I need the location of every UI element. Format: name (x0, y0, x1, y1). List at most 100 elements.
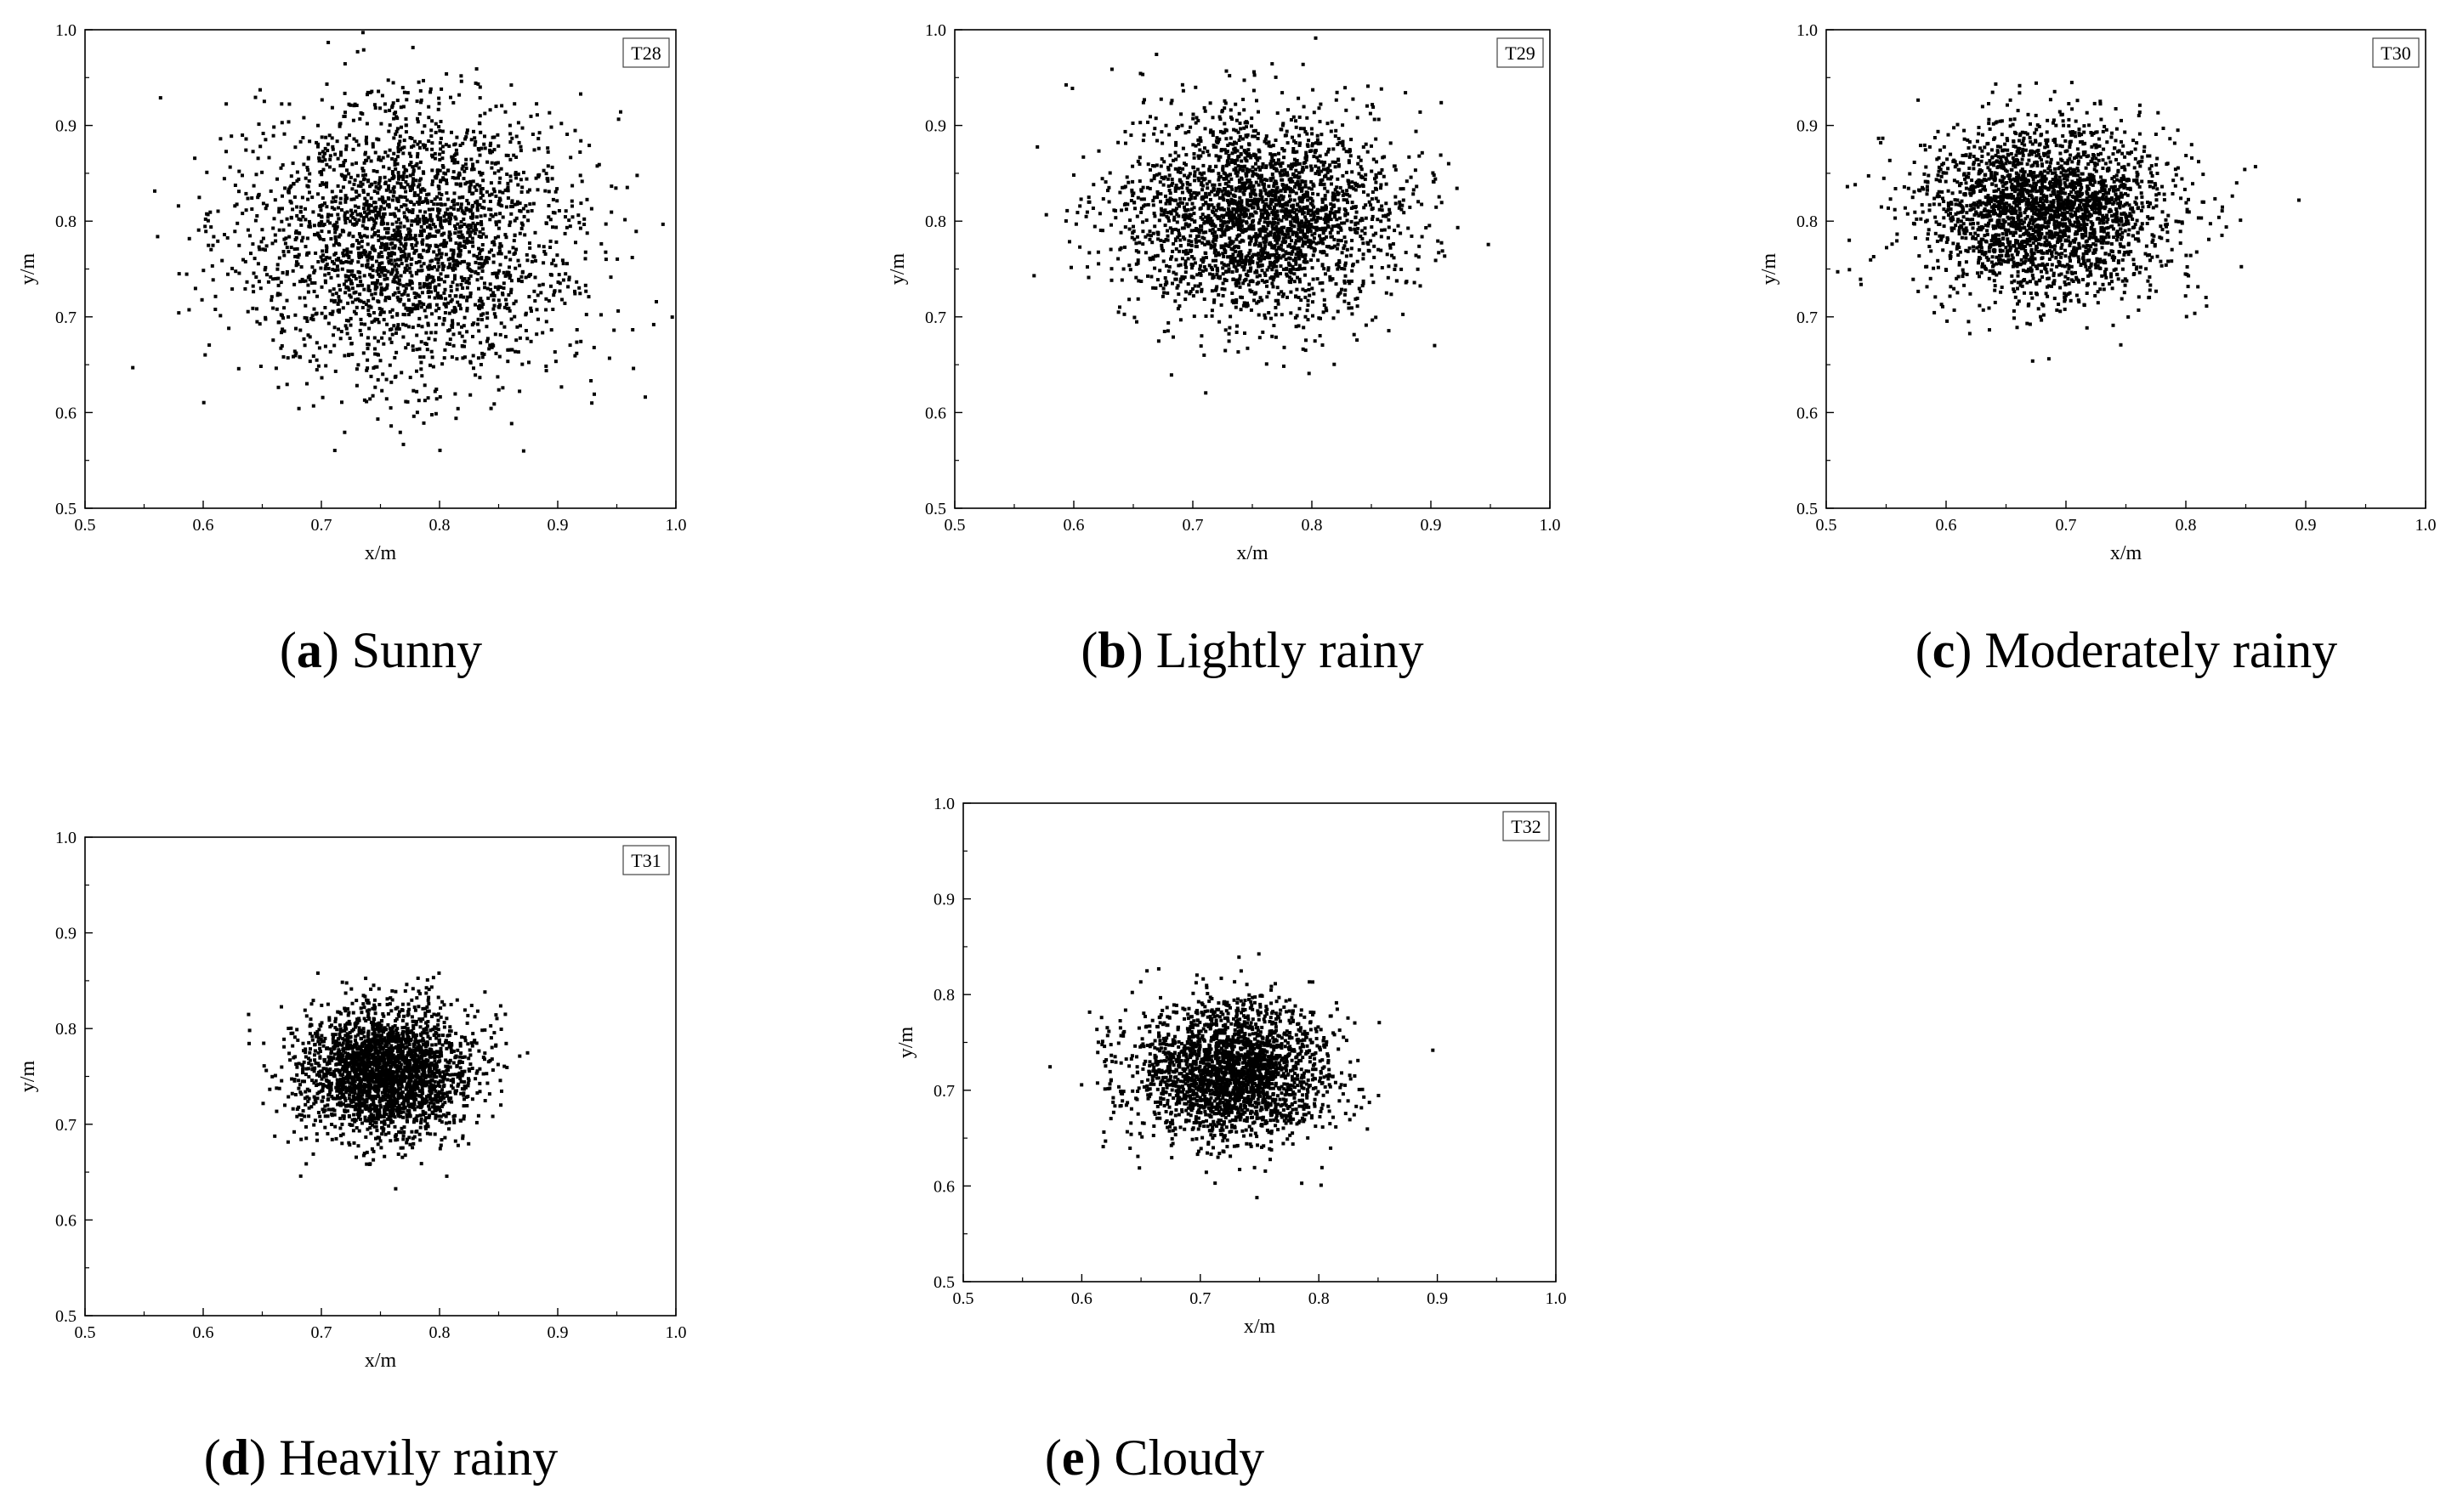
data-point (1114, 216, 1118, 220)
data-point (253, 257, 257, 261)
data-point (406, 183, 410, 187)
data-point (1170, 230, 1174, 235)
data-point (1154, 254, 1157, 258)
data-point (1289, 167, 1293, 171)
data-point (317, 213, 321, 218)
data-point (357, 232, 361, 236)
data-point (425, 305, 429, 309)
data-point (428, 286, 432, 289)
x-axis-label: x/m (1236, 542, 1268, 564)
data-point (343, 62, 347, 66)
data-point (1247, 216, 1251, 220)
data-point (1257, 221, 1261, 225)
data-point (435, 268, 440, 272)
data-point (1223, 127, 1228, 132)
data-point (340, 267, 344, 271)
data-point (1229, 213, 1234, 218)
data-point (1341, 143, 1345, 147)
data-point (1271, 285, 1275, 289)
data-point (390, 314, 394, 319)
data-point (505, 306, 509, 310)
data-point (366, 156, 371, 160)
data-point (437, 275, 441, 280)
data-point (1246, 148, 1251, 152)
data-point (497, 190, 502, 194)
data-point (1203, 242, 1207, 246)
data-point (1293, 175, 1297, 178)
data-point (1343, 86, 1348, 90)
data-point (408, 173, 412, 178)
data-point (395, 99, 400, 103)
data-point (1084, 214, 1088, 218)
data-point (382, 310, 386, 314)
data-point (361, 189, 366, 192)
data-point (1160, 208, 1164, 212)
data-point (1229, 158, 1234, 162)
data-point (1184, 290, 1189, 294)
data-point (531, 254, 536, 258)
data-point (1263, 216, 1268, 220)
data-point (1285, 210, 1290, 214)
data-point (338, 189, 343, 193)
data-point (1342, 267, 1347, 271)
data-point (1170, 99, 1174, 103)
data-point (304, 316, 309, 320)
data-point (1064, 219, 1068, 223)
data-point (1289, 180, 1293, 184)
data-point (408, 270, 412, 275)
data-point (482, 142, 486, 146)
data-point (463, 169, 467, 173)
data-point (441, 322, 446, 326)
data-point (1234, 278, 1238, 282)
data-point (477, 246, 480, 251)
data-point (321, 238, 326, 241)
data-point (1328, 275, 1332, 279)
data-point (1174, 258, 1178, 262)
data-point (1319, 237, 1323, 241)
data-point (1153, 266, 1157, 270)
data-point (1376, 247, 1381, 252)
data-point (435, 292, 440, 296)
data-point (1135, 214, 1139, 218)
data-point (515, 202, 519, 207)
data-point (285, 246, 289, 250)
data-point (480, 223, 484, 227)
data-point (411, 144, 416, 148)
data-point (1101, 229, 1104, 233)
data-point (480, 276, 484, 280)
data-point (406, 231, 411, 235)
data-point (1229, 191, 1232, 195)
data-point (1303, 314, 1308, 319)
data-point (1214, 144, 1218, 149)
data-point (1281, 195, 1285, 199)
data-point (320, 214, 323, 218)
data-point (1250, 212, 1253, 217)
data-point (623, 218, 627, 222)
data-point (1210, 309, 1214, 313)
data-point (348, 293, 352, 297)
data-point (298, 139, 303, 144)
data-point (392, 324, 396, 328)
data-point (1335, 218, 1339, 222)
data-point (357, 251, 361, 255)
data-point (1135, 320, 1138, 324)
data-point (1279, 272, 1282, 275)
data-point (1312, 249, 1316, 253)
data-point (285, 217, 289, 221)
data-point (1373, 177, 1376, 181)
data-point (1107, 185, 1111, 190)
data-point (1271, 264, 1275, 269)
data-point (469, 229, 474, 234)
data-point (371, 244, 375, 248)
data-point (308, 172, 312, 176)
data-point (463, 240, 468, 244)
data-point (456, 263, 460, 268)
data-point (1268, 144, 1273, 149)
data-point (400, 125, 403, 129)
data-point (554, 240, 559, 244)
data-point (410, 145, 413, 149)
data-point (1122, 312, 1127, 316)
data-point (1323, 228, 1327, 232)
data-point (382, 201, 386, 205)
data-point (377, 255, 381, 259)
